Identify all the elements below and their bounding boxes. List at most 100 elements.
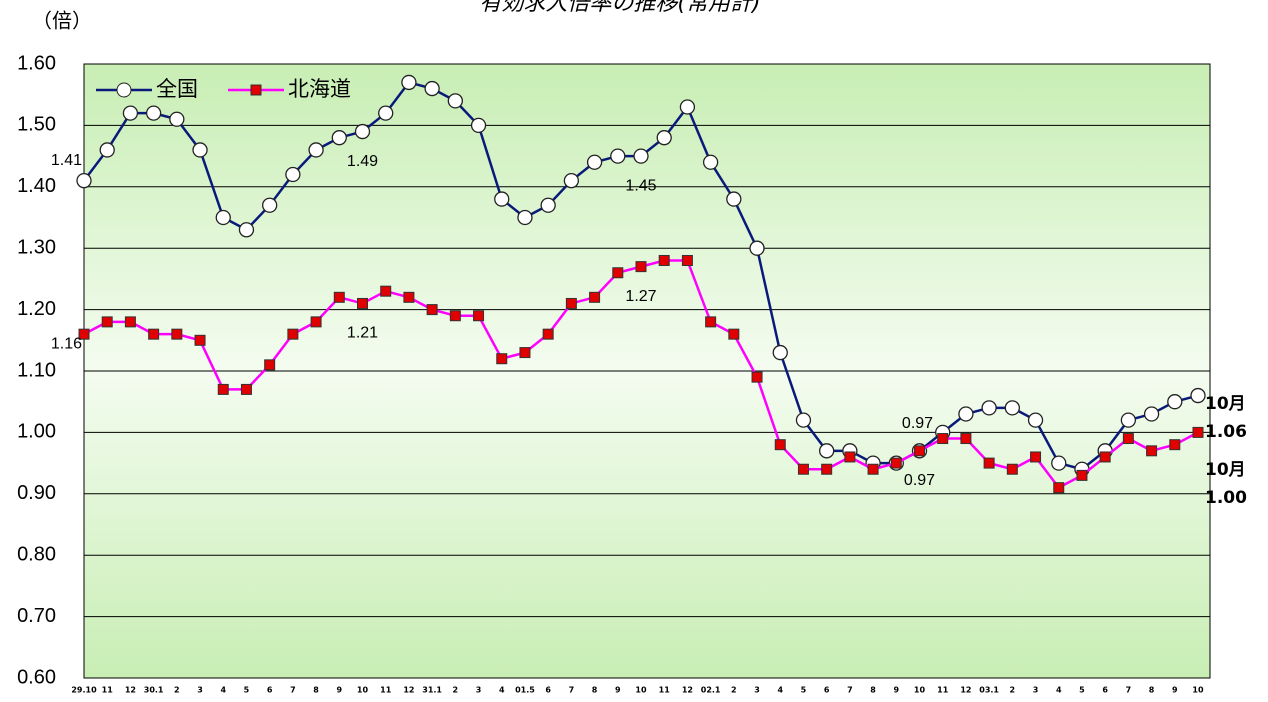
point: [1122, 433, 1134, 445]
point: [517, 209, 533, 226]
x-tick-label: 11: [659, 686, 671, 695]
x-tick-label: 5: [244, 686, 250, 695]
legend-label: 北海道: [288, 77, 351, 101]
point: [772, 344, 788, 361]
point: [958, 406, 974, 422]
point: [728, 328, 740, 340]
point: [169, 111, 185, 127]
x-tick-label: 01.5: [515, 686, 535, 695]
chart-title: 有効求人倍率の推移(常用計): [479, 0, 760, 16]
x-tick-label: 4: [777, 686, 783, 695]
x-tick-label: 2: [453, 686, 459, 695]
end-month-label: 10月: [1205, 394, 1246, 414]
point: [1027, 412, 1044, 428]
point: [890, 457, 902, 469]
point: [658, 254, 670, 266]
point: [1006, 463, 1018, 475]
point: [563, 173, 580, 189]
y-tick-label: 1.30: [17, 236, 56, 258]
point: [702, 154, 719, 170]
point: [99, 142, 115, 158]
point: [192, 142, 208, 158]
x-tick-label: 6: [545, 686, 551, 695]
point: [496, 353, 508, 365]
point: [819, 443, 835, 459]
point: [681, 254, 693, 266]
x-tick-label: 6: [267, 686, 273, 695]
x-tick-label: 10: [1192, 686, 1204, 695]
x-tick-label: 7: [290, 686, 296, 695]
y-tick-label: 0.80: [17, 543, 56, 565]
x-tick-label: 4: [220, 686, 226, 695]
value-label: 1.27: [625, 288, 656, 305]
point: [145, 105, 162, 121]
x-tick-label: 5: [1079, 686, 1085, 695]
point: [1053, 482, 1065, 494]
point: [937, 433, 949, 445]
point: [821, 463, 833, 475]
value-label: 1.21: [347, 325, 378, 342]
point: [403, 291, 415, 303]
point: [238, 222, 255, 238]
point: [1146, 445, 1158, 457]
point: [449, 310, 461, 322]
point: [101, 316, 113, 328]
point: [1120, 412, 1137, 428]
point: [470, 117, 487, 134]
point: [357, 297, 368, 309]
value-label: 1.49: [347, 153, 378, 170]
x-tick-label: 4: [1056, 686, 1062, 695]
x-tick-label: 10: [635, 686, 647, 695]
point: [981, 400, 997, 416]
point: [795, 412, 812, 428]
y-tick-label: 1.00: [17, 421, 56, 443]
value-label: 0.97: [902, 415, 933, 432]
y-tick-label: 0.90: [17, 482, 56, 504]
point: [656, 130, 672, 146]
point: [519, 347, 531, 359]
point: [124, 316, 136, 328]
x-tick-label: 8: [313, 686, 319, 695]
x-tick-label: 10: [914, 686, 926, 695]
x-tick-label: 7: [847, 686, 853, 695]
point: [401, 74, 417, 91]
point: [797, 463, 809, 475]
point: [1169, 439, 1181, 451]
y-tick-label: 0.70: [17, 605, 56, 627]
point: [540, 197, 556, 213]
value-label: 1.45: [625, 177, 656, 194]
value-label: 1.41: [51, 152, 82, 169]
x-tick-label: 9: [337, 686, 343, 695]
value-label: 1.00: [1205, 488, 1247, 508]
y-axis-label: （倍）: [32, 9, 92, 33]
point: [76, 173, 92, 189]
point: [308, 142, 324, 158]
x-tick-label: 02.1: [701, 686, 721, 695]
point: [610, 148, 626, 164]
point: [1030, 451, 1042, 463]
point: [705, 316, 717, 328]
value-label: 0.97: [904, 472, 935, 489]
point: [494, 191, 510, 207]
point: [217, 383, 229, 395]
x-tick-label: 7: [569, 686, 575, 695]
x-tick-label: 8: [592, 686, 598, 695]
x-tick-label: 12: [682, 686, 693, 695]
x-tick-label: 6: [1102, 686, 1108, 695]
point: [589, 291, 601, 303]
x-tick-label: 29.10: [71, 686, 97, 695]
point: [542, 328, 554, 340]
point: [240, 383, 252, 395]
x-tick-label: 6: [824, 686, 830, 695]
y-tick-label: 1.10: [17, 359, 56, 381]
x-tick-label: 4: [499, 686, 505, 695]
point: [287, 328, 299, 340]
point: [774, 439, 786, 451]
x-tick-label: 11: [102, 686, 114, 695]
x-tick-label: 12: [960, 686, 971, 695]
point: [751, 371, 763, 383]
point: [447, 93, 463, 109]
legend-marker: [116, 82, 132, 98]
point: [749, 240, 765, 256]
value-label: 1.06: [1205, 422, 1247, 442]
